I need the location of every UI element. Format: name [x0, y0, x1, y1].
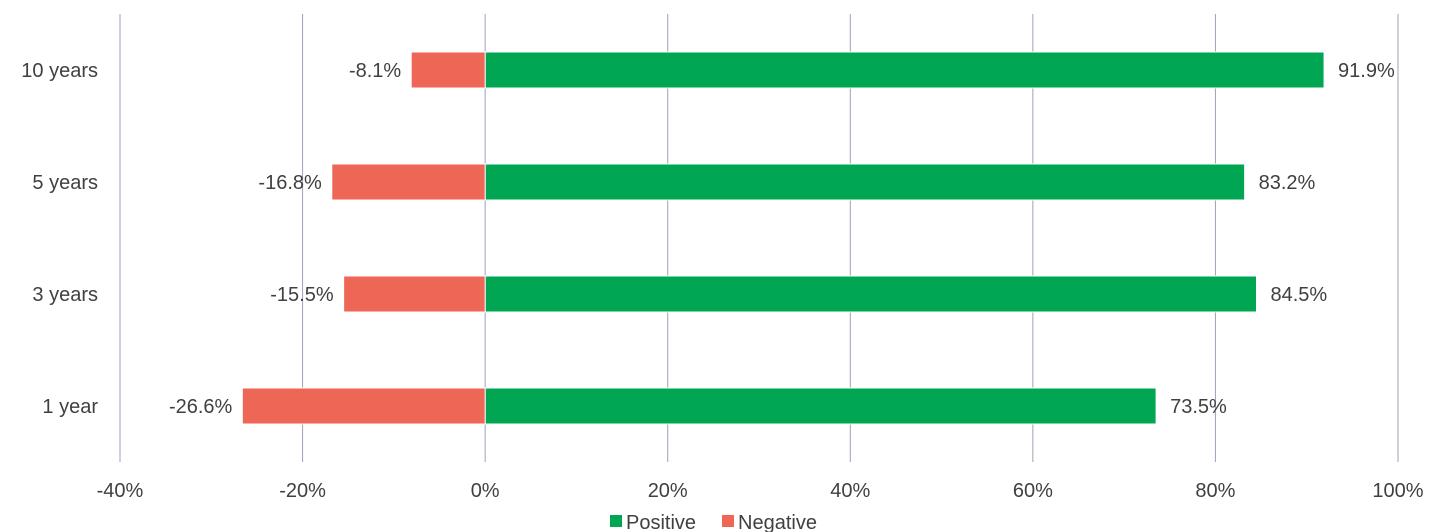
legend-label-positive: Positive: [626, 512, 696, 532]
bar-negative: [343, 275, 486, 313]
legend-swatch-positive: [610, 515, 622, 527]
x-tick-label: 80%: [1195, 480, 1235, 502]
data-label-positive: 83.2%: [1259, 172, 1316, 194]
data-label-positive: 73.5%: [1170, 396, 1227, 418]
bars: [241, 51, 1325, 425]
bar-negative: [410, 51, 486, 89]
bar-positive: [484, 275, 1258, 313]
data-labels: 91.9% 83.2% 84.5% 73.5% -8.1% -16.8% -15.5% -26…: [169, 60, 1395, 418]
x-tick-label: 60%: [1013, 480, 1053, 502]
data-label-negative: -8.1%: [349, 60, 401, 82]
x-tick-label: -40%: [97, 480, 144, 502]
gridlines: [119, 14, 1399, 462]
category-label: 10 years: [21, 60, 98, 82]
category-labels: 10 years 5 years 3 years 1 year: [21, 60, 98, 418]
x-tick-label: -20%: [279, 480, 326, 502]
category-label: 3 years: [32, 284, 98, 306]
legend: Positive Negative: [610, 512, 817, 532]
x-tick-label: 20%: [648, 480, 688, 502]
bar-negative: [331, 163, 486, 201]
x-tick-label: 0%: [471, 480, 500, 502]
bar-positive: [484, 51, 1325, 89]
x-tick-label: 100%: [1372, 480, 1423, 502]
bar-negative: [241, 387, 486, 425]
x-tick-label: 40%: [830, 480, 870, 502]
legend-label-negative: Negative: [738, 512, 817, 532]
data-label-positive: 84.5%: [1271, 284, 1328, 306]
x-tick-labels: -40% -20% 0% 20% 40% 60% 80% 100%: [97, 480, 1424, 502]
data-label-positive: 91.9%: [1338, 60, 1395, 82]
data-label-negative: -16.8%: [258, 172, 322, 194]
category-label: 1 year: [42, 396, 98, 418]
data-label-negative: -15.5%: [270, 284, 334, 306]
category-label: 5 years: [32, 172, 98, 194]
bar-positive: [484, 387, 1157, 425]
legend-swatch-negative: [722, 515, 734, 527]
bar-positive: [484, 163, 1246, 201]
data-label-negative: -26.6%: [169, 396, 233, 418]
